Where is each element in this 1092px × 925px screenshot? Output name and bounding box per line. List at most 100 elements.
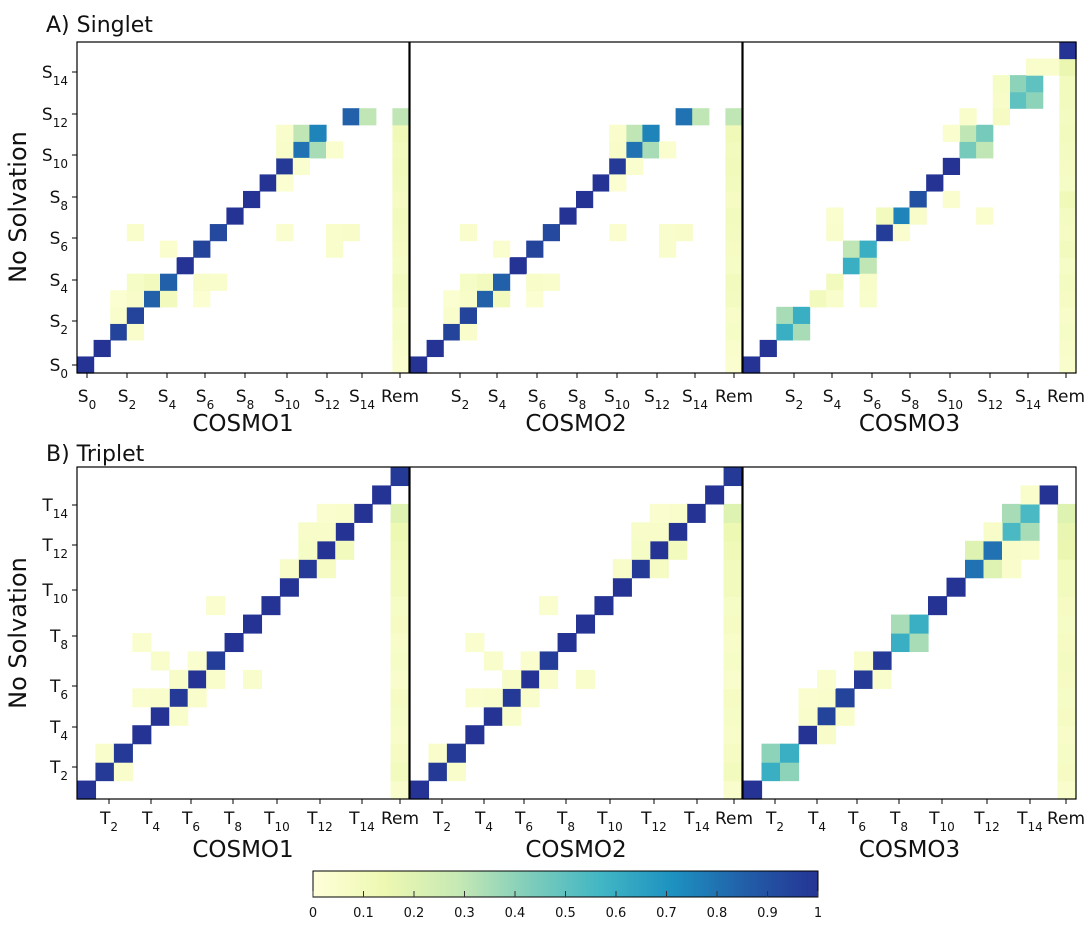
heatmap-cell — [392, 290, 410, 308]
x-tick-label: S12 — [314, 387, 340, 412]
heatmap-cell — [298, 540, 318, 560]
heatmap-cell — [1059, 91, 1077, 109]
heatmap-cell — [859, 240, 877, 258]
x-tick-label: T12 — [306, 809, 333, 834]
heatmap-cell — [842, 240, 861, 258]
heatmap-cell — [909, 633, 929, 653]
heatmap-1-0 — [76, 466, 410, 800]
heatmap-cell — [1057, 540, 1077, 560]
heatmap-cell — [390, 762, 410, 782]
heatmap-cell — [390, 540, 410, 560]
heatmap-cell — [792, 306, 811, 324]
heatmap-cell — [743, 356, 761, 374]
heatmap-cell — [631, 522, 651, 542]
heatmap-cell — [817, 725, 837, 745]
heatmap-cell — [410, 356, 428, 374]
heatmap-cell — [392, 273, 410, 291]
heatmap-cell — [392, 141, 410, 159]
heatmap-cell — [390, 467, 410, 487]
heatmap-cell — [526, 290, 544, 308]
heatmap-cell — [631, 559, 651, 579]
heatmap-cell — [143, 273, 161, 291]
heatmap-cell — [723, 706, 743, 726]
heatmap-cell — [1026, 75, 1044, 93]
heatmap-cell — [390, 503, 410, 523]
colorbar-tick-label: 0.6 — [606, 906, 627, 921]
heatmap-0-2 — [742, 41, 1077, 374]
heatmap-cell — [1059, 124, 1077, 142]
heatmap-cell — [243, 669, 263, 689]
heatmap-cell — [642, 124, 660, 142]
heatmap-cell — [976, 124, 994, 142]
heatmap-cell — [132, 725, 152, 745]
heatmap-cell — [1057, 743, 1077, 763]
colorbar-tick-label: 0.8 — [707, 906, 728, 921]
heatmap-cell — [723, 725, 743, 745]
heatmap-cell — [526, 240, 544, 258]
heatmap-cell — [77, 356, 95, 374]
heatmap-cell — [798, 688, 818, 708]
heatmap-cell — [476, 273, 494, 291]
heatmap-cell — [761, 743, 781, 763]
heatmap-cell — [725, 174, 743, 192]
heatmap-cell — [743, 780, 763, 800]
heatmap-cell — [1057, 577, 1077, 597]
heatmap-cell — [983, 522, 1003, 542]
heatmap-cell — [509, 257, 527, 275]
y-tick-label: S12 — [42, 105, 68, 130]
x-tick-label: T8 — [223, 809, 242, 834]
heatmap-cell — [723, 559, 743, 579]
heatmap-cell — [1059, 207, 1077, 225]
heatmap-cell — [359, 108, 377, 126]
heatmap-cell — [428, 762, 448, 782]
heatmap-cell — [113, 762, 133, 782]
heatmap-1-1 — [409, 466, 743, 800]
heatmap-cell — [309, 141, 327, 159]
heatmap-cell — [276, 141, 294, 159]
heatmap-frame — [409, 41, 743, 374]
heatmap-cell — [926, 174, 944, 192]
heatmap-cell — [209, 224, 227, 242]
heatmap-cell — [983, 540, 1003, 560]
heatmap-cell — [465, 725, 485, 745]
heatmap-cell — [942, 124, 961, 142]
heatmap-cell — [342, 224, 360, 242]
heatmap-cell — [392, 207, 410, 225]
heatmap-cell — [143, 290, 161, 308]
heatmap-cell — [459, 224, 477, 242]
heatmap-cell — [1057, 762, 1077, 782]
heatmap-cell — [668, 522, 688, 542]
heatmap-cell — [502, 669, 522, 689]
heatmap-cell — [668, 503, 688, 523]
x-tick-label: T6 — [181, 809, 200, 834]
heatmap-cell — [520, 651, 540, 671]
heatmap-cell — [809, 290, 827, 308]
heatmap-cell — [446, 762, 466, 782]
heatmap-cell — [502, 688, 522, 708]
heatmap-cell — [592, 174, 610, 192]
colorbar-tick-label: 0.7 — [656, 906, 677, 921]
heatmap-cell — [1057, 559, 1077, 579]
heatmap-cell — [759, 339, 777, 358]
heatmap-cell — [392, 306, 410, 324]
heatmap-cell — [892, 207, 911, 225]
heatmap-cell — [160, 290, 178, 308]
x-axis-label: COSMO3 — [859, 837, 960, 863]
heatmap-cell — [110, 306, 128, 324]
x-tick-label: T2 — [765, 809, 784, 834]
heatmap-cell — [992, 108, 1010, 126]
colorbar-tick-label: 1 — [814, 906, 822, 921]
heatmap-cell — [859, 290, 877, 308]
heatmap-cell — [539, 596, 559, 616]
heatmap-cell — [725, 141, 743, 159]
heatmap-cell — [169, 706, 189, 726]
heatmap-cell — [520, 669, 540, 689]
heatmap-cell — [335, 540, 355, 560]
x-tick-label: S10 — [274, 387, 300, 412]
heatmap-cell — [1059, 306, 1077, 324]
heatmap-cell — [725, 356, 743, 374]
heatmap-cell — [1057, 614, 1077, 634]
x-tick-label: T8 — [556, 809, 575, 834]
heatmap-cell — [965, 540, 985, 560]
x-tick-label: S0 — [78, 387, 96, 412]
